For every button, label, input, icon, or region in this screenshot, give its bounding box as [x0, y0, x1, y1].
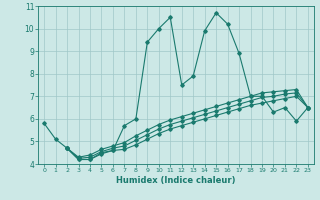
X-axis label: Humidex (Indice chaleur): Humidex (Indice chaleur): [116, 176, 236, 185]
